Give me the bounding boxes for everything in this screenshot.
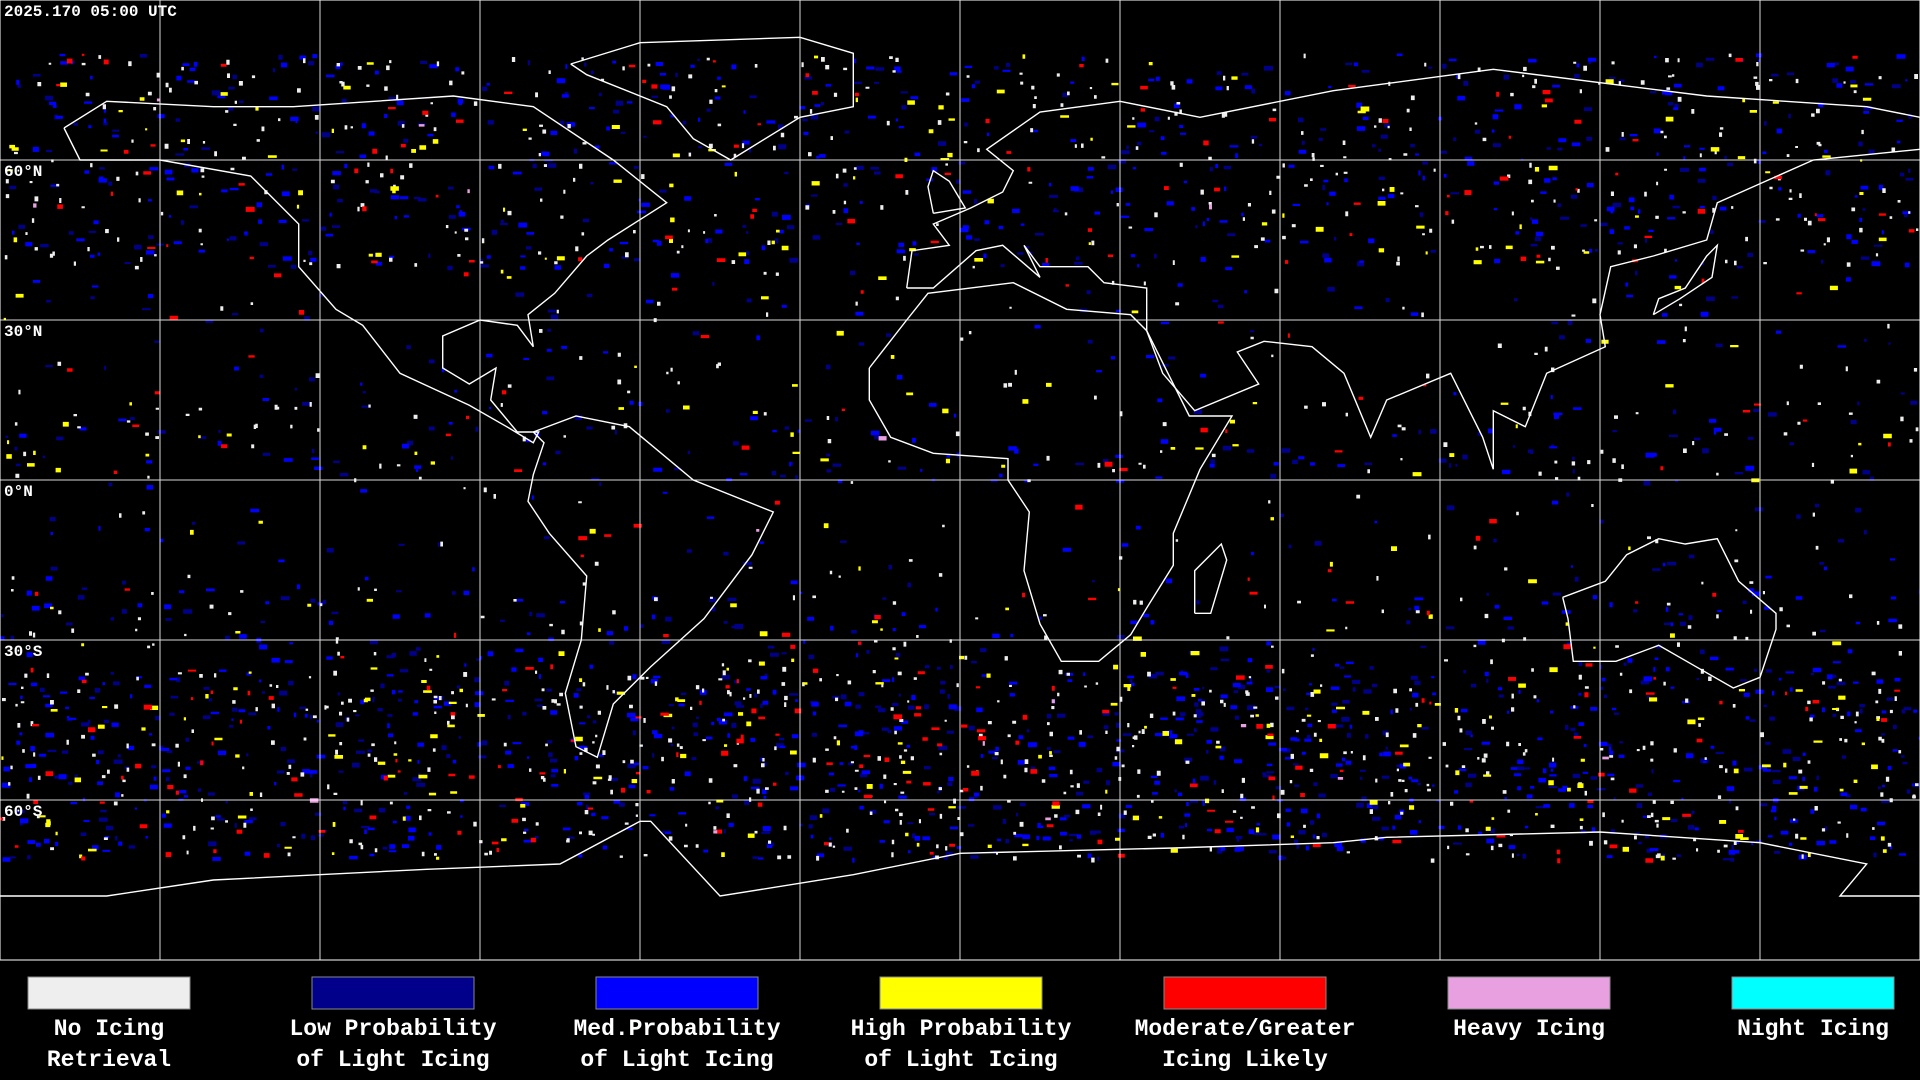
legend-label: Moderate/Greater <box>1135 1016 1356 1042</box>
latitude-label: 30°S <box>4 643 43 661</box>
latitude-label: 60°N <box>4 163 42 181</box>
icing-layer <box>0 53 1920 864</box>
legend: No Icing Retrieval Low Probability of Light… <box>27 976 1895 1073</box>
legend-label: Med.Probability <box>573 1016 780 1042</box>
legend-label: No Icing <box>54 1016 164 1042</box>
latitude-label: 60°S <box>4 803 43 821</box>
latitude-labels: 60°N 30°N 0°N 30°S 60°S <box>4 163 43 821</box>
legend-label: Low Probability <box>289 1016 496 1042</box>
legend-label: High Probability <box>851 1016 1072 1042</box>
legend-label: Retrieval <box>47 1047 171 1073</box>
legend-label: of Light Icing <box>296 1047 489 1073</box>
legend-swatch <box>1731 976 1895 1010</box>
legend-label: Icing Likely <box>1162 1047 1328 1073</box>
graticule <box>0 0 1920 960</box>
latitude-label: 30°N <box>4 323 42 341</box>
legend-swatch <box>1447 976 1611 1010</box>
latitude-label: 0°N <box>4 483 33 501</box>
coastline <box>63 95 668 444</box>
map-frame <box>0 0 1920 961</box>
coastline <box>0 820 1920 897</box>
legend-swatch <box>1163 976 1327 1010</box>
legend-swatch <box>311 976 475 1010</box>
timestamp: 2025.170 05:00 UTC <box>4 3 177 21</box>
coastline <box>1562 537 1777 689</box>
legend-label: of Light Icing <box>864 1047 1057 1073</box>
coastline <box>906 68 1920 470</box>
coastline <box>1194 542 1228 614</box>
coastline <box>1652 243 1719 316</box>
legend-label: of Light Icing <box>580 1047 773 1073</box>
legend-swatch <box>27 976 191 1010</box>
icing-pixels <box>1 54 1920 862</box>
legend-swatch <box>595 976 759 1010</box>
legend-label: Night Icing <box>1737 1016 1889 1042</box>
legend-swatch <box>879 976 1043 1010</box>
legend-label: Heavy Icing <box>1453 1016 1605 1042</box>
coastline <box>868 281 1234 662</box>
